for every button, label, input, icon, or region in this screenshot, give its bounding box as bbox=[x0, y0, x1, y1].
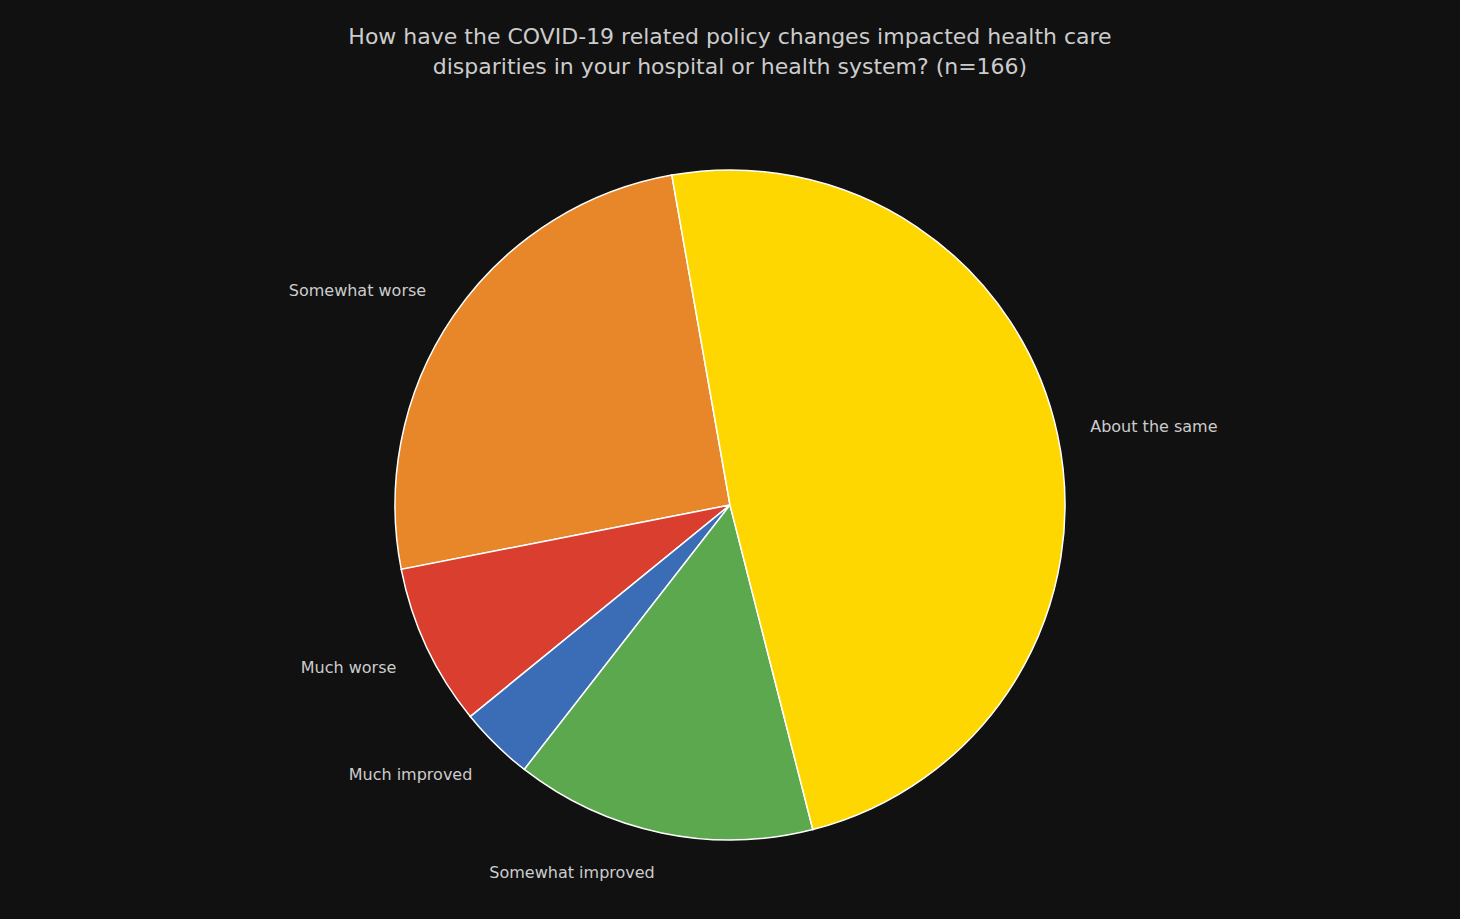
slice-label: Somewhat improved bbox=[489, 863, 654, 882]
title: How have the COVID-19 related policy cha… bbox=[348, 24, 1111, 79]
slice-label: About the same bbox=[1090, 417, 1217, 436]
slices bbox=[395, 170, 1065, 840]
pie-slice bbox=[395, 175, 730, 569]
pie-slice bbox=[672, 170, 1065, 830]
chart: How have the COVID-19 related policy cha… bbox=[0, 0, 1460, 919]
labels: Somewhat worse Much worse Much improved Som… bbox=[289, 281, 1218, 881]
slice-label: Somewhat worse bbox=[289, 281, 426, 300]
background bbox=[0, 0, 1460, 919]
slice-label: Much improved bbox=[349, 765, 473, 784]
slice-label: Much worse bbox=[301, 658, 397, 677]
